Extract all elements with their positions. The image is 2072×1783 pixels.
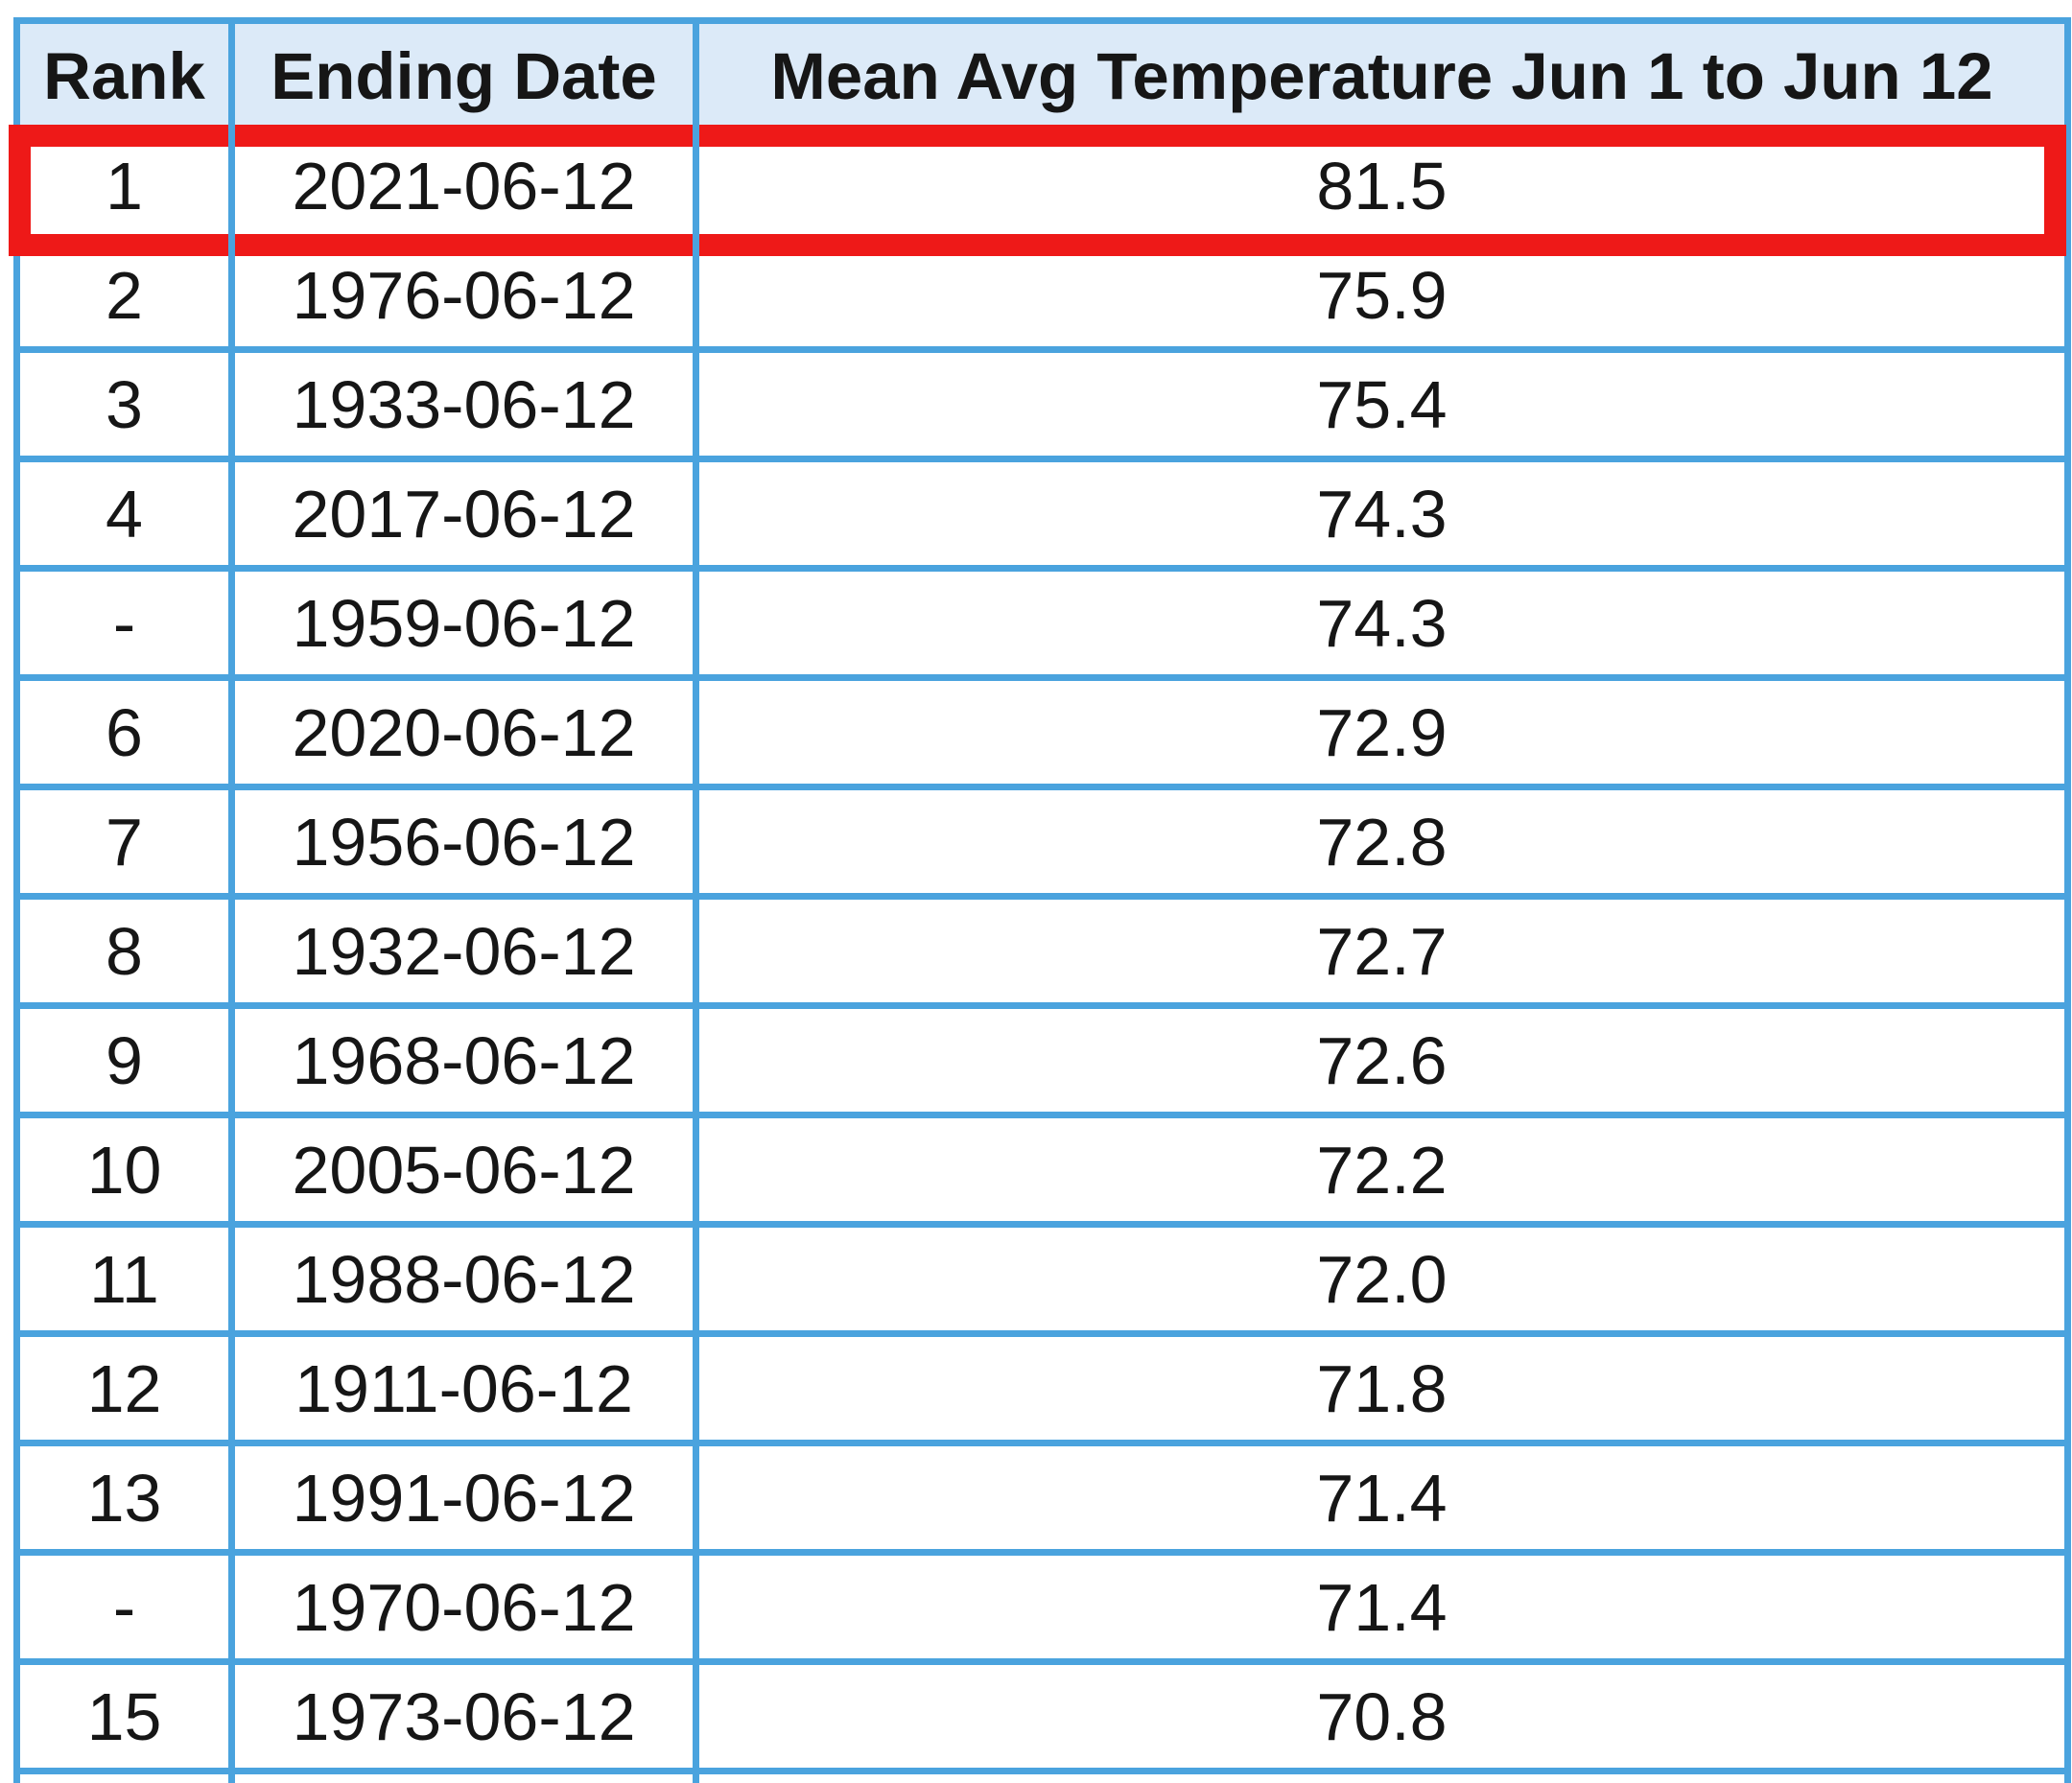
column-header-mean-avg-temperature: Mean Avg Temperature Jun 1 to Jun 12 bbox=[699, 24, 2071, 134]
cell-temperature: 72.8 bbox=[699, 790, 2071, 900]
cell-temperature: 72.6 bbox=[699, 1009, 2071, 1118]
table-row: 15 1973-06-12 70.8 bbox=[20, 1665, 2071, 1774]
table-row: 4 2017-06-12 74.3 bbox=[20, 462, 2071, 572]
cell-temperature: 71.8 bbox=[699, 1337, 2071, 1446]
cell-ending-date: 1991-06-12 bbox=[235, 1446, 699, 1556]
table-row: 2 1976-06-12 75.9 bbox=[20, 244, 2071, 353]
cell-ending-date: 2017-06-12 bbox=[235, 462, 699, 572]
table-row: 11 1988-06-12 72.0 bbox=[20, 1228, 2071, 1337]
cell-temperature: 74.3 bbox=[699, 572, 2071, 681]
table-row: 12 1911-06-12 71.8 bbox=[20, 1337, 2071, 1446]
table-row: 7 1956-06-12 72.8 bbox=[20, 790, 2071, 900]
table-row-partial bbox=[20, 1774, 2071, 1783]
cell-temperature: 75.4 bbox=[699, 353, 2071, 462]
table-row: -1959-06-12 74.3 bbox=[20, 572, 2071, 681]
cell-ending-date: 1973-06-12 bbox=[235, 1665, 699, 1774]
cell-temperature: 71.4 bbox=[699, 1556, 2071, 1665]
table-row: 8 1932-06-12 72.7 bbox=[20, 900, 2071, 1009]
cell-ending-date: 1988-06-12 bbox=[235, 1228, 699, 1337]
cell-rank: 6 bbox=[20, 681, 235, 790]
cell-rank: 8 bbox=[20, 900, 235, 1009]
column-header-ending-date: Ending Date bbox=[235, 24, 699, 134]
table-header: Rank Ending Date Mean Avg Temperature Ju… bbox=[20, 24, 2071, 134]
table-row: 13 1991-06-12 71.4 bbox=[20, 1446, 2071, 1556]
cell-rank: - bbox=[20, 572, 235, 681]
cell-ending-date: 1933-06-12 bbox=[235, 353, 699, 462]
cell-ending-date: 1932-06-12 bbox=[235, 900, 699, 1009]
grid-line-overlay bbox=[693, 125, 699, 256]
cell-ending-date: 1959-06-12 bbox=[235, 572, 699, 681]
cell-rank: 12 bbox=[20, 1337, 235, 1446]
header-row: Rank Ending Date Mean Avg Temperature Ju… bbox=[20, 24, 2071, 134]
cell-temperature: 72.0 bbox=[699, 1228, 2071, 1337]
table-row: -1970-06-12 71.4 bbox=[20, 1556, 2071, 1665]
cell-ending-date: 2005-06-12 bbox=[235, 1118, 699, 1228]
cell-temperature: 74.3 bbox=[699, 462, 2071, 572]
cell-rank: 1 bbox=[20, 134, 235, 244]
grid-line-overlay bbox=[228, 125, 235, 256]
cell-ending-date: 1911-06-12 bbox=[235, 1337, 699, 1446]
cell-temperature: 72.7 bbox=[699, 900, 2071, 1009]
cell-ending-date: 1970-06-12 bbox=[235, 1556, 699, 1665]
cell-ending-date: 1976-06-12 bbox=[235, 244, 699, 353]
cell-rank: 2 bbox=[20, 244, 235, 353]
cell-empty bbox=[235, 1774, 699, 1783]
cell-temperature: 72.9 bbox=[699, 681, 2071, 790]
cell-empty bbox=[699, 1774, 2071, 1783]
cell-rank: 11 bbox=[20, 1228, 235, 1337]
ranked-temperature-table: Rank Ending Date Mean Avg Temperature Ju… bbox=[13, 17, 2071, 1783]
table-row: 6 2020-06-12 72.9 bbox=[20, 681, 2071, 790]
cell-temperature: 81.5 bbox=[699, 134, 2071, 244]
cell-temperature: 70.8 bbox=[699, 1665, 2071, 1774]
highlight-red-rectangle bbox=[9, 125, 2066, 256]
cell-temperature: 75.9 bbox=[699, 244, 2071, 353]
table-row: 3 1933-06-12 75.4 bbox=[20, 353, 2071, 462]
cell-rank: - bbox=[20, 1556, 235, 1665]
cell-rank: 4 bbox=[20, 462, 235, 572]
cell-rank: 9 bbox=[20, 1009, 235, 1118]
cell-ending-date: 1968-06-12 bbox=[235, 1009, 699, 1118]
table-body: 1 2021-06-12 81.5 2 1976-06-12 75.9 3 1933-06-1… bbox=[20, 134, 2071, 1783]
cell-empty bbox=[20, 1774, 235, 1783]
cell-rank: 10 bbox=[20, 1118, 235, 1228]
table-row: 9 1968-06-12 72.6 bbox=[20, 1009, 2071, 1118]
cell-rank: 3 bbox=[20, 353, 235, 462]
cell-ending-date: 2020-06-12 bbox=[235, 681, 699, 790]
cell-rank: 13 bbox=[20, 1446, 235, 1556]
cell-ending-date: 1956-06-12 bbox=[235, 790, 699, 900]
cell-temperature: 72.2 bbox=[699, 1118, 2071, 1228]
column-header-rank: Rank bbox=[20, 24, 235, 134]
cell-temperature: 71.4 bbox=[699, 1446, 2071, 1556]
cell-rank: 15 bbox=[20, 1665, 235, 1774]
table-row: 10 2005-06-12 72.2 bbox=[20, 1118, 2071, 1228]
cell-rank: 7 bbox=[20, 790, 235, 900]
